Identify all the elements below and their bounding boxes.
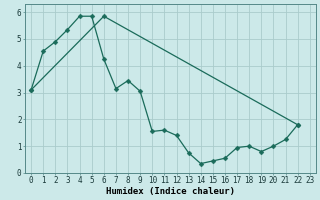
X-axis label: Humidex (Indice chaleur): Humidex (Indice chaleur) <box>106 187 235 196</box>
